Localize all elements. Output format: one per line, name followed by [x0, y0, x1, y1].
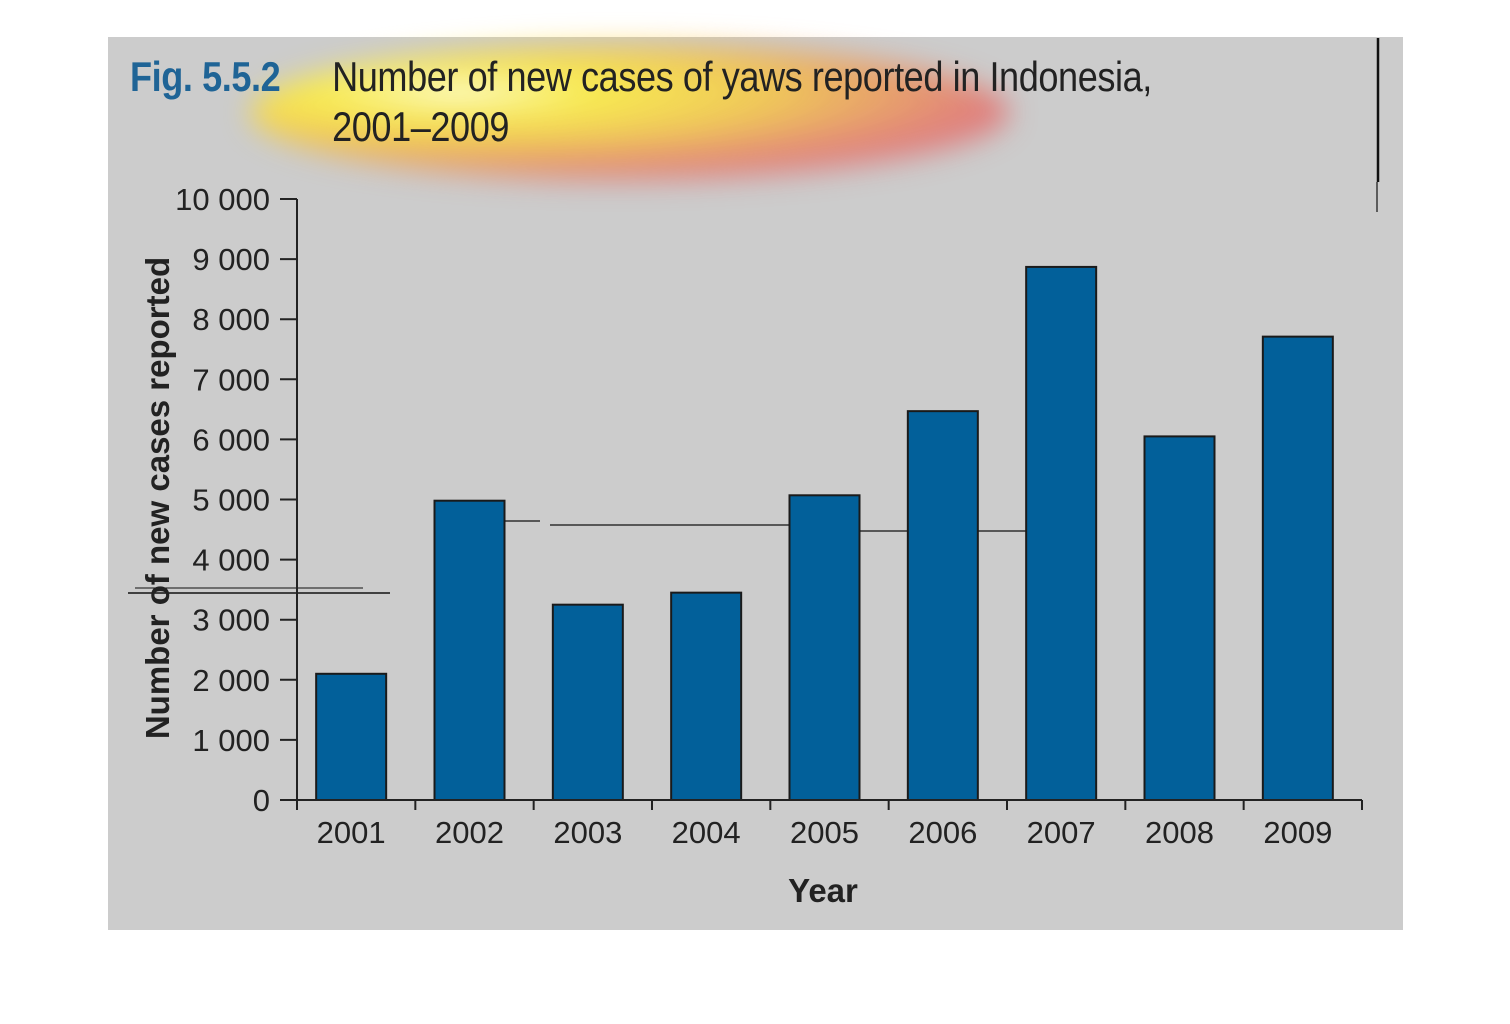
y-tick-label: 3 000 [192, 603, 270, 638]
x-axis-title: Year [788, 872, 858, 909]
x-tick-label: 2007 [1027, 815, 1096, 850]
y-tick-label: 7 000 [192, 362, 270, 397]
x-tick-label: 2002 [435, 815, 504, 850]
y-tick-label: 0 [253, 783, 270, 818]
figure-number: Fig. 5.5.2 [130, 53, 281, 100]
bars [315, 265, 1334, 802]
figure-caption-line2: 2001–2009 [332, 103, 510, 150]
x-tick-label: 2008 [1145, 815, 1214, 850]
x-tick-label: 2006 [908, 815, 977, 850]
x-tick-label: 2001 [317, 815, 386, 850]
bar-2005 [788, 494, 861, 801]
stray-lines [128, 38, 1380, 594]
figure-title: Fig. 5.5.2 Number of new cases of yaws r… [130, 52, 1162, 150]
x-tick-label: 2003 [553, 815, 622, 850]
y-tick-label: 8 000 [192, 302, 270, 337]
y-tick-label: 4 000 [192, 543, 270, 578]
bar-2002 [433, 499, 506, 801]
bar-2001 [315, 672, 388, 801]
figure-caption: Number of new cases of yaws reported in … [332, 52, 1278, 152]
figure-caption-line1: Number of new cases of yaws reported in … [332, 53, 1152, 100]
tick-labels: 0 1 000 2 000 3 000 4 000 5 000 6 000 7 000 8 00… [175, 182, 1332, 850]
x-tick-label: 2005 [790, 815, 859, 850]
y-tick-label: 1 000 [192, 723, 270, 758]
bar-2003 [551, 603, 624, 801]
axes [280, 198, 1363, 810]
y-tick-label: 2 000 [192, 663, 270, 698]
y-tick-label: 10 000 [175, 182, 270, 217]
y-axis-title: Number of new cases reported [139, 257, 176, 739]
y-tick-label: 5 000 [192, 483, 270, 518]
y-tick-label: 6 000 [192, 422, 270, 457]
bar-2007 [1025, 265, 1098, 801]
y-tick-label: 9 000 [192, 242, 270, 277]
bar-2004 [670, 591, 743, 802]
bar-2008 [1143, 435, 1216, 801]
x-tick-label: 2004 [672, 815, 741, 850]
x-tick-label: 2009 [1263, 815, 1332, 850]
bar-2009 [1261, 335, 1334, 801]
bar-2006 [906, 410, 979, 801]
